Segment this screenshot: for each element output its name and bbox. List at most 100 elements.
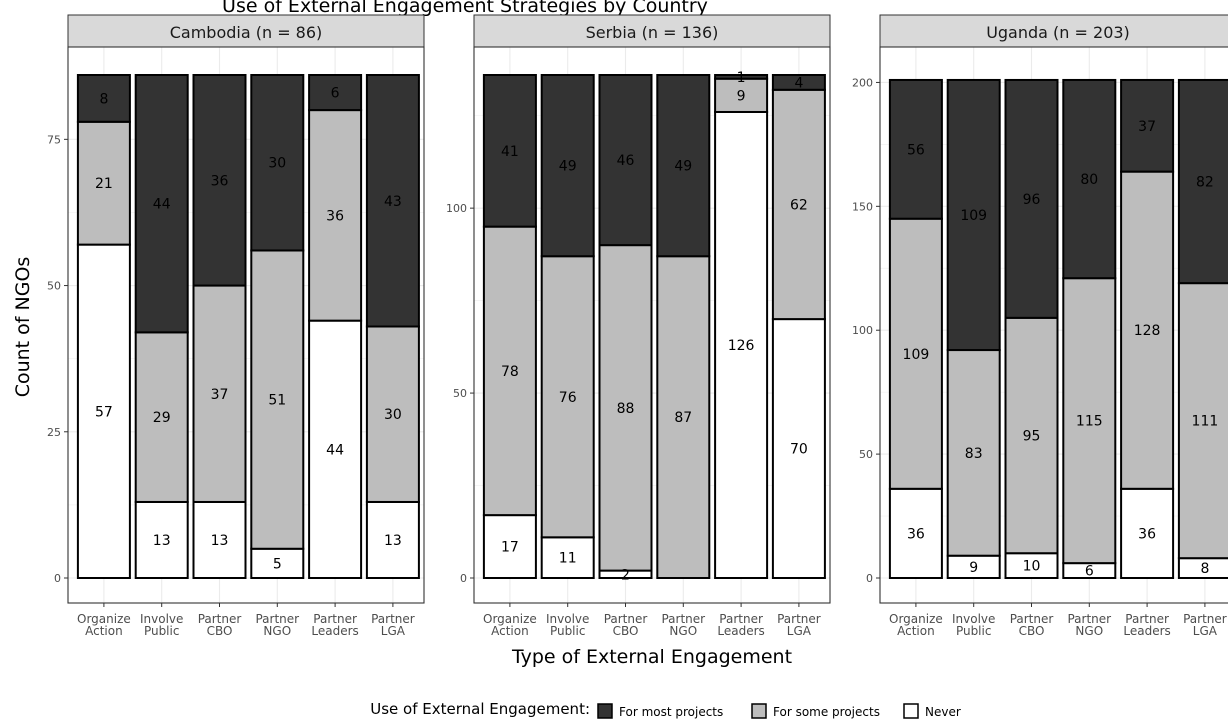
y-tick-label: 100 (446, 202, 467, 215)
bar-segment (1004, 316, 1059, 555)
data-label: 128 (1134, 323, 1161, 339)
panel-border (879, 46, 1228, 604)
bar-segment (76, 243, 131, 579)
legend-label: For most projects (619, 705, 723, 719)
data-label: 80 (1080, 172, 1098, 188)
data-label: 88 (617, 401, 635, 417)
bar-segment (250, 249, 305, 550)
x-tick-label: Partner LGA (777, 612, 821, 638)
data-label: 10 (1023, 559, 1041, 575)
data-label: 37 (211, 387, 229, 403)
data-label: 46 (617, 153, 635, 169)
data-label: 70 (790, 442, 808, 458)
bar-segment (946, 78, 1001, 352)
strip-label: Cambodia (n = 86) (170, 23, 323, 42)
data-label: 4 (794, 75, 803, 91)
data-label: 13 (211, 533, 229, 549)
data-label: 96 (1023, 192, 1041, 208)
bar-segment (771, 74, 826, 91)
bar-segment (540, 255, 595, 539)
bar-segment (365, 325, 420, 503)
data-label: 6 (1085, 564, 1094, 580)
x-tick-label: Partner NGO (1067, 612, 1111, 638)
y-tick-label: 100 (852, 324, 873, 337)
bar-segment (1062, 78, 1117, 280)
data-label: 109 (960, 208, 987, 224)
bar-segment (365, 74, 420, 328)
data-label: 36 (1138, 526, 1156, 542)
y-tick-label: 200 (852, 76, 873, 89)
bar-segment (192, 74, 247, 287)
data-label: 2 (621, 567, 630, 583)
x-tick-label: Involve Public (140, 612, 183, 638)
legend-swatch (751, 703, 767, 719)
bar-segment (1120, 78, 1175, 173)
legend-swatch (597, 703, 613, 719)
bar-segment (134, 74, 189, 334)
legend: Use of External Engagement: For most proj… (370, 700, 961, 719)
data-label: 44 (326, 442, 344, 458)
bar-segment (714, 77, 769, 113)
data-label: 78 (501, 364, 519, 380)
legend-label: For some projects (773, 705, 880, 719)
data-label: 30 (268, 156, 286, 172)
data-label: 126 (728, 338, 755, 354)
bar-segment (365, 500, 420, 579)
bar-segment (192, 500, 247, 579)
x-tick-label: Partner CBO (198, 612, 242, 638)
x-tick-label: Organize Action (483, 612, 537, 638)
x-tick-label: Organize Action (889, 612, 943, 638)
bar-segment (540, 536, 595, 579)
bar-segment (76, 74, 131, 123)
data-label: 51 (268, 393, 286, 409)
data-label: 13 (384, 533, 402, 549)
bar-segment (482, 74, 537, 228)
strip-label: Serbia (n = 136) (586, 23, 719, 42)
data-label: 8 (99, 91, 108, 107)
bar-segment (134, 500, 189, 579)
bar-segment (482, 225, 537, 517)
panel-1: Cambodia (n = 86) 57 21 8 13 29 44 13 37 36 5 51 30 4… (47, 14, 425, 638)
data-label: 109 (903, 347, 930, 363)
data-label: 29 (153, 410, 171, 426)
data-label: 49 (674, 159, 692, 175)
bar-segment (946, 349, 1001, 557)
data-label: 76 (559, 390, 577, 406)
data-label: 9 (737, 88, 746, 104)
y-tick-label: 50 (47, 280, 61, 293)
bar-segment (1120, 487, 1175, 580)
x-tick-label: Partner Leaders (717, 612, 764, 638)
panel-3: Uganda (n = 203) 36 109 56 9 83 109 10 95 96 6 115 8… (852, 14, 1228, 638)
strip-background (67, 14, 425, 48)
y-tick-label: 0 (54, 572, 61, 585)
data-label: 17 (501, 540, 519, 556)
data-label: 6 (331, 86, 340, 102)
panel-border (473, 46, 831, 604)
bar-segment (540, 74, 595, 258)
data-label: 49 (559, 159, 577, 175)
x-tick-label: Partner LGA (1183, 612, 1227, 638)
data-label: 1 (737, 70, 746, 86)
data-label: 44 (153, 197, 171, 213)
data-label: 21 (95, 176, 113, 192)
y-tick-label: 50 (453, 387, 467, 400)
data-label: 13 (153, 533, 171, 549)
data-label: 62 (790, 197, 808, 213)
data-label: 82 (1196, 175, 1214, 191)
bar-segment (134, 331, 189, 503)
bar-segment (888, 487, 943, 580)
bar-segment (1004, 78, 1059, 319)
y-tick-label: 0 (866, 572, 873, 585)
panel-2: Serbia (n = 136)177841117649288468749126… (446, 14, 831, 638)
data-label: 5 (273, 556, 282, 572)
bar-segment (656, 74, 711, 258)
strip-background (879, 14, 1228, 48)
bar-segment (308, 74, 363, 112)
x-tick-label: Organize Action (77, 612, 131, 638)
legend-label: Never (925, 705, 961, 719)
bar-segment (714, 74, 769, 80)
legend-title: Use of External Engagement: (370, 700, 590, 718)
bar-segment (308, 319, 363, 579)
data-label: 87 (674, 410, 692, 426)
data-label: 111 (1192, 414, 1219, 430)
